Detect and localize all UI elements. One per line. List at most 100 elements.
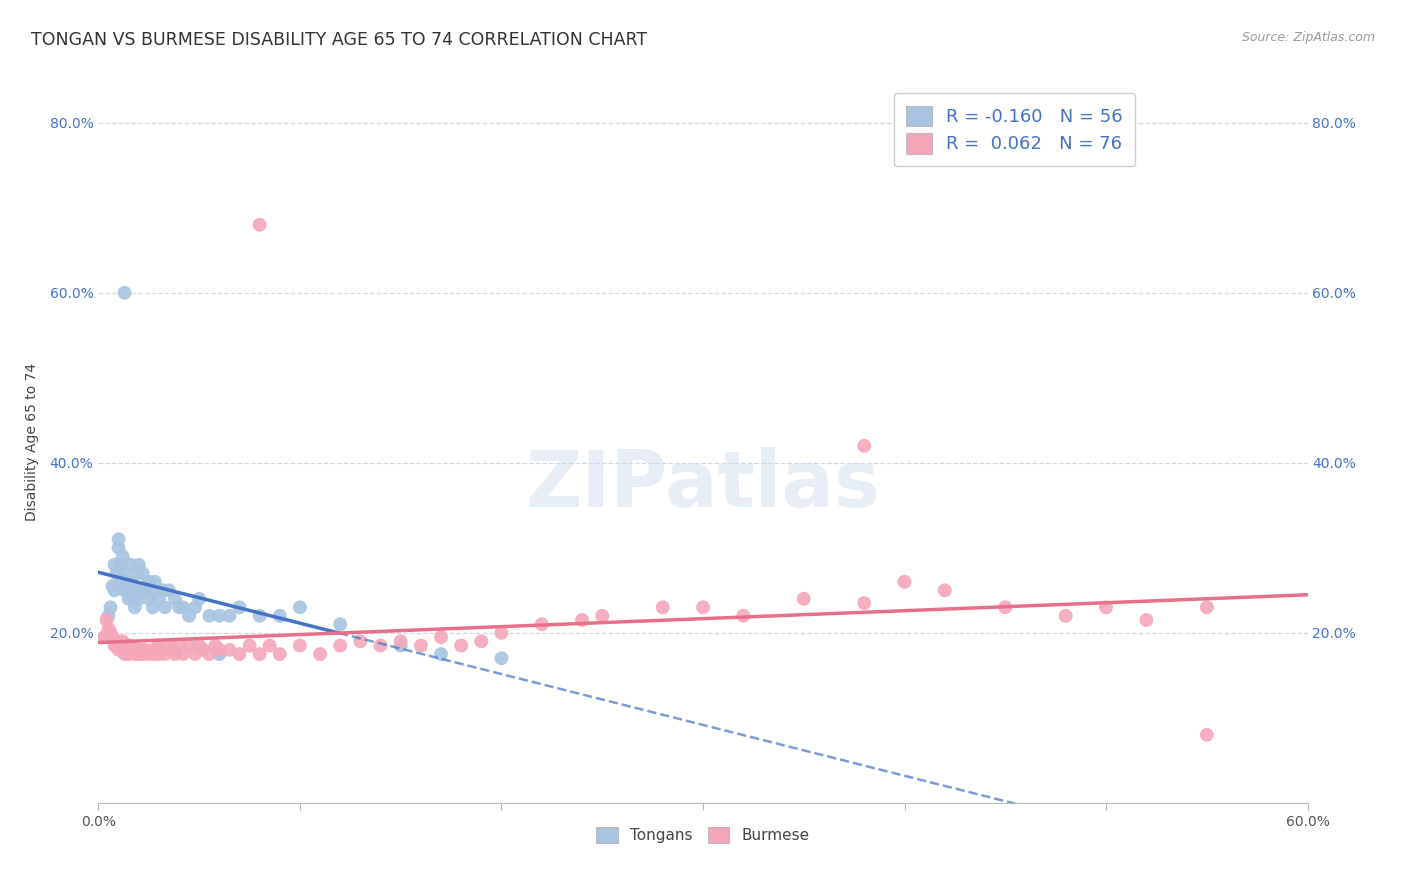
Point: [107, 642, 129, 657]
Point: [153, 647, 176, 661]
Point: [118, 647, 141, 661]
Legend: Tongans, Burmese: Tongans, Burmese: [591, 822, 815, 849]
Point: [134, 642, 156, 657]
Point: [121, 642, 143, 657]
Point: [204, 639, 226, 653]
Point: [125, 566, 148, 581]
Point: [105, 634, 128, 648]
Point: [309, 647, 332, 661]
Point: [208, 647, 231, 661]
Point: [172, 600, 194, 615]
Point: [148, 639, 170, 653]
Point: [100, 600, 122, 615]
Point: [111, 549, 134, 564]
Point: [138, 591, 160, 606]
Point: [218, 642, 240, 657]
Point: [269, 608, 291, 623]
Point: [329, 617, 352, 632]
Point: [172, 647, 194, 661]
Point: [128, 591, 150, 606]
Point: [93, 630, 115, 644]
Point: [148, 647, 170, 661]
Point: [114, 285, 136, 300]
Point: [132, 566, 155, 581]
Point: [114, 583, 136, 598]
Point: [114, 647, 136, 661]
Point: [591, 608, 613, 623]
Point: [138, 574, 160, 589]
Point: [96, 613, 118, 627]
Point: [491, 625, 513, 640]
Point: [651, 600, 673, 615]
Point: [132, 647, 155, 661]
Point: [329, 639, 352, 653]
Point: [100, 625, 122, 640]
Point: [409, 639, 432, 653]
Point: [110, 639, 132, 653]
Point: [121, 591, 143, 606]
Point: [1195, 600, 1218, 615]
Point: [143, 574, 166, 589]
Point: [153, 600, 176, 615]
Point: [138, 647, 160, 661]
Point: [184, 600, 207, 615]
Point: [1135, 613, 1157, 627]
Point: [124, 600, 146, 615]
Point: [793, 591, 815, 606]
Point: [143, 647, 166, 661]
Point: [111, 634, 134, 648]
Point: [142, 642, 165, 657]
Point: [107, 541, 129, 555]
Point: [193, 642, 215, 657]
Point: [118, 583, 141, 598]
Point: [120, 558, 142, 572]
Point: [118, 639, 141, 653]
Point: [188, 639, 211, 653]
Point: [129, 583, 152, 598]
Point: [733, 608, 755, 623]
Point: [148, 591, 170, 606]
Point: [269, 647, 291, 661]
Point: [157, 583, 180, 598]
Point: [103, 558, 125, 572]
Point: [198, 608, 221, 623]
Point: [111, 574, 134, 589]
Point: [157, 639, 180, 653]
Point: [218, 608, 240, 623]
Point: [934, 583, 956, 598]
Point: [470, 634, 492, 648]
Point: [994, 600, 1017, 615]
Y-axis label: Disability Age 65 to 74: Disability Age 65 to 74: [24, 362, 38, 521]
Point: [134, 583, 156, 598]
Point: [179, 639, 201, 653]
Point: [105, 566, 128, 581]
Point: [249, 647, 271, 661]
Point: [1054, 608, 1077, 623]
Point: [1195, 728, 1218, 742]
Point: [97, 622, 120, 636]
Point: [249, 608, 271, 623]
Point: [118, 591, 141, 606]
Point: [288, 639, 311, 653]
Point: [97, 608, 120, 623]
Point: [139, 583, 162, 598]
Point: [188, 591, 211, 606]
Point: [107, 533, 129, 547]
Point: [162, 642, 184, 657]
Point: [184, 647, 207, 661]
Point: [349, 634, 371, 648]
Point: [167, 639, 190, 653]
Point: [450, 639, 472, 653]
Point: [124, 647, 146, 661]
Point: [114, 566, 136, 581]
Point: [103, 639, 125, 653]
Point: [249, 218, 271, 232]
Point: [389, 639, 412, 653]
Point: [208, 608, 231, 623]
Point: [692, 600, 714, 615]
Point: [103, 583, 125, 598]
Point: [120, 574, 142, 589]
Point: [152, 642, 174, 657]
Point: [228, 600, 250, 615]
Point: [198, 647, 221, 661]
